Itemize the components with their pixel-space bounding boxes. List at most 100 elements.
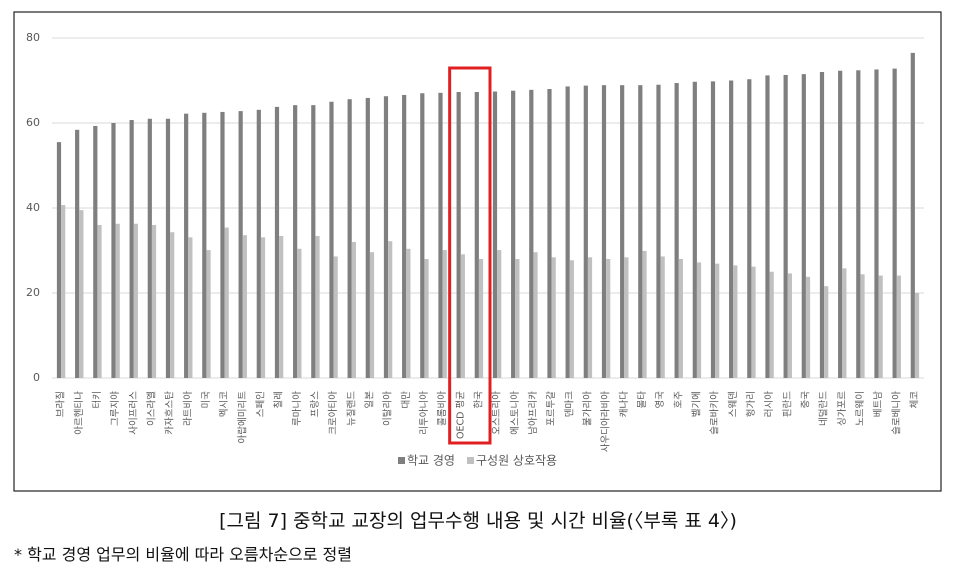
bar — [824, 286, 829, 378]
x-tick-label: 베트남 — [873, 391, 884, 417]
x-tick-label: 몰타 — [637, 391, 648, 409]
bar — [311, 105, 316, 379]
bar — [783, 74, 788, 378]
bar — [478, 259, 484, 378]
x-tick-label: 아랍에미리트 — [236, 391, 248, 444]
x-tick-label: 리투아니아 — [419, 391, 430, 435]
bar — [383, 96, 389, 378]
bar — [565, 86, 570, 378]
x-tick-label: 에스토니아 — [510, 391, 521, 435]
x-tick-label: 중국 — [800, 391, 811, 409]
bar — [170, 232, 175, 378]
x-tick-label: 슬로베니아 — [891, 391, 902, 435]
bar — [111, 123, 116, 378]
bar — [638, 85, 643, 379]
bar — [710, 81, 716, 378]
x-tick-label: 칠레 — [274, 391, 285, 408]
x-tick-label: 벨기에 — [691, 391, 702, 417]
x-tick-label: 싱가포르 — [837, 391, 848, 426]
bar — [715, 263, 720, 378]
legend-label: 구성원 상호작용 — [476, 454, 557, 468]
bar — [424, 259, 429, 378]
bar — [910, 52, 915, 378]
bar — [260, 237, 266, 378]
bar — [769, 271, 774, 378]
bar — [61, 205, 66, 378]
x-tick-label: 뉴질랜드 — [345, 391, 357, 426]
x-tick-label: 이탈리아 — [382, 391, 394, 426]
bar — [878, 275, 883, 378]
highlight-box — [448, 66, 492, 445]
bar — [838, 70, 843, 378]
bar — [456, 91, 461, 378]
bar — [474, 91, 479, 378]
y-tick-label: 0 — [33, 371, 40, 384]
bar — [914, 293, 920, 378]
chart: 0 20 40 60 80 브라질 아르헨티나 터키 그루지야 사이프러스 이스라엘 카자흐스탄 라트비… — [13, 11, 942, 492]
bar — [293, 105, 298, 379]
bar — [551, 257, 556, 378]
bar — [601, 85, 607, 379]
bar — [674, 83, 679, 379]
x-tick-label: 포르투갈 — [545, 391, 557, 426]
bar — [224, 227, 229, 378]
bar — [56, 142, 62, 378]
bar — [184, 113, 189, 379]
y-tick-label: 60 — [26, 116, 40, 129]
bar — [238, 111, 243, 378]
x-tick-label: 오스트리아 — [492, 391, 503, 435]
legend-swatch — [466, 457, 474, 464]
x-tick-label: 사이프러스 — [128, 391, 139, 435]
x-tick-label: 스웨덴 — [727, 391, 739, 417]
bar — [874, 69, 879, 378]
bar — [751, 266, 756, 378]
x-tick-label: 스페인 — [255, 391, 266, 417]
bar — [93, 125, 98, 378]
x-tick-label: 루마니아 — [292, 391, 303, 426]
bar — [279, 236, 284, 378]
bar — [79, 210, 84, 378]
bar — [188, 237, 193, 378]
bar — [856, 70, 861, 379]
bar — [256, 109, 261, 378]
bar — [329, 101, 334, 378]
x-tick-label: OECD 평균 — [455, 391, 466, 439]
bar — [529, 89, 534, 378]
x-tick-label: 한국 — [473, 391, 484, 409]
x-tick-label: 불가리아 — [582, 391, 593, 426]
bar — [351, 242, 356, 378]
bar — [274, 106, 280, 378]
bar — [569, 260, 574, 378]
x-tick-label: 라트비아 — [183, 391, 194, 426]
legend-label: 학교 경영 — [407, 454, 455, 468]
x-tick-label: 사우디아라비아 — [601, 391, 612, 452]
bar — [242, 235, 247, 378]
bar — [892, 68, 897, 378]
x-tick-label: 덴마크 — [564, 391, 575, 417]
bar — [606, 259, 611, 378]
bar — [165, 118, 171, 378]
bar — [805, 276, 811, 378]
x-tick-label: 프랑스 — [309, 391, 321, 417]
x-tick-label: 브라질 — [55, 391, 67, 417]
x-tick-label: 노르웨이 — [854, 391, 866, 426]
x-tick-label: 네덜란드 — [818, 391, 830, 426]
x-tick-label: 대만 — [401, 391, 412, 409]
x-tick-label: 호주 — [673, 391, 684, 409]
bar — [402, 94, 407, 378]
bar — [692, 81, 697, 379]
x-tick-label: 핀란드 — [781, 391, 793, 417]
bar — [97, 225, 102, 378]
bar — [202, 112, 207, 379]
bar — [315, 236, 320, 378]
bar — [801, 74, 806, 378]
x-tick-label: 터키 — [92, 391, 103, 408]
x-tick-label: 체코 — [909, 391, 920, 409]
y-tick-label: 40 — [26, 201, 40, 214]
x-tick-label: 멕시코 — [219, 391, 230, 417]
x-tick-label: 러시아 — [764, 391, 775, 417]
bar — [860, 274, 865, 378]
chart-frame — [13, 11, 942, 492]
y-tick-label: 20 — [26, 286, 40, 299]
